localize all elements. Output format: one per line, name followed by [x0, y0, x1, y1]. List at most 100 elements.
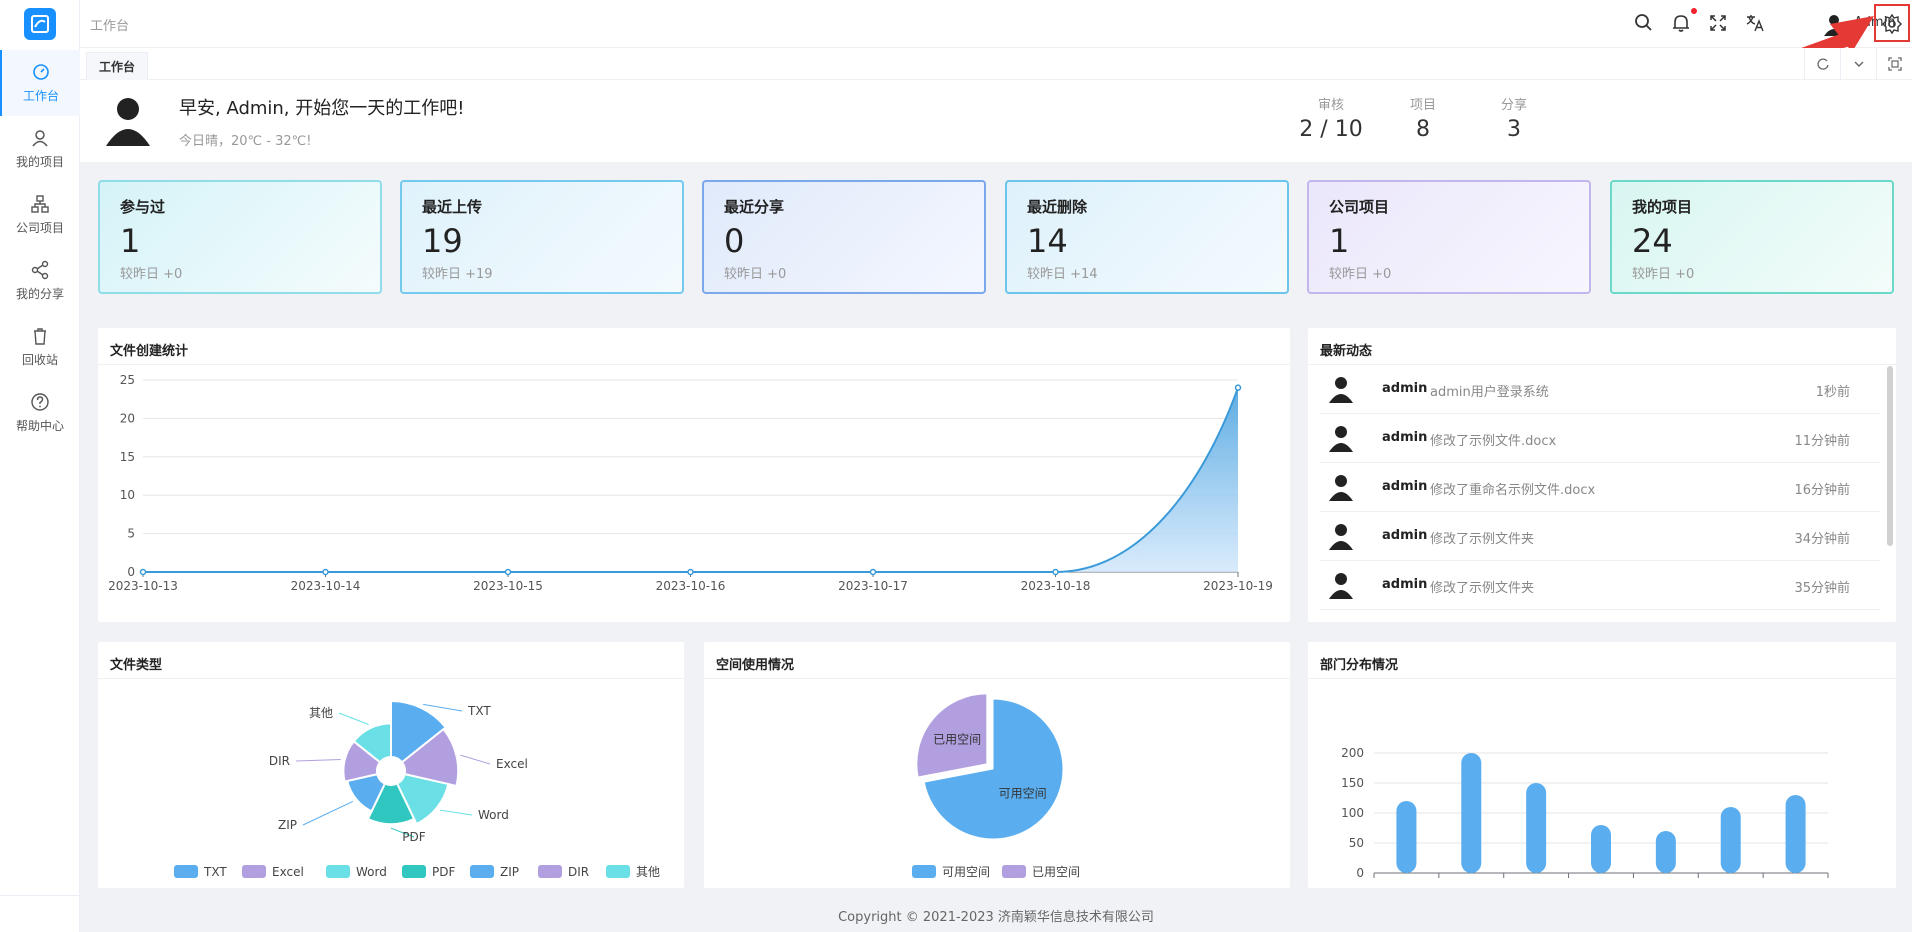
tab-dashboard[interactable]: 工作台 — [86, 52, 149, 80]
refresh-icon — [1817, 58, 1829, 70]
list-item[interactable]: admin 修改了示例文件夹 34分钟前 — [1320, 512, 1880, 561]
kpi-title: 最近删除 — [1027, 198, 1088, 216]
stat-label: 审核 — [1317, 98, 1344, 113]
sidebar-item-company-projects[interactable]: 公司项目 — [0, 182, 80, 248]
file-types-chart: TXT Excel Word PDF ZIP DIR 其他 TXT Excel Word PDF ZI… — [174, 699, 660, 879]
bar — [1785, 795, 1806, 873]
sidebar-item-recycle-bin[interactable]: 回收站 — [0, 314, 80, 380]
list-item[interactable]: admin admin用户登录系统 1秒前 — [1320, 365, 1880, 414]
app-logo[interactable] — [24, 8, 56, 40]
divider — [98, 364, 1290, 365]
data-point — [504, 568, 512, 576]
panel-title: 最新动态 — [1320, 344, 1373, 359]
legend-label: PDF — [432, 865, 455, 879]
sidebar-item-dashboard[interactable]: 工作台 — [0, 50, 80, 116]
kpi-value: 1 — [120, 222, 141, 260]
bar — [1526, 783, 1547, 873]
file-stats-chart: 0 5 10 15 20 25 2023-10-13 2023-10-14 2023-10-15… — [108, 373, 1273, 593]
list-item[interactable]: admin 修改了示例文件.docx 11分钟前 — [1320, 414, 1880, 463]
activity-scrollbar[interactable] — [1887, 366, 1893, 546]
sidebar-item-help-center[interactable]: 帮助中心 — [0, 380, 80, 446]
legend-label: ZIP — [500, 865, 519, 879]
gear-icon[interactable] — [1881, 13, 1903, 35]
bar — [1720, 807, 1741, 873]
activity-user: admin — [1382, 430, 1428, 445]
y-tick-label: 50 — [1349, 836, 1364, 850]
trash-icon — [34, 328, 46, 345]
activity-message: 修改了示例文件夹 — [1430, 532, 1535, 547]
data-point — [1052, 568, 1059, 576]
slice-label: PDF — [402, 830, 425, 844]
list-item[interactable]: admin 修改了重命名示例文件.docx 16分钟前 — [1320, 463, 1880, 512]
y-tick-label: 100 — [1341, 806, 1364, 820]
activity-time: 35分钟前 — [1794, 581, 1850, 596]
refresh-tab-button[interactable] — [1804, 48, 1840, 80]
data-point — [322, 568, 329, 576]
activity-panel: 最新动态 admin admin用户登录系统 1秒前 — [1308, 328, 1896, 622]
label-leader-line — [295, 759, 341, 762]
legend-label: Excel — [272, 865, 304, 879]
label-leader-line — [440, 809, 473, 816]
area-fill — [143, 387, 1238, 572]
kpi-value: 1 — [1329, 222, 1350, 260]
avatar — [1329, 426, 1353, 452]
help-icon — [31, 393, 49, 411]
avatar — [1329, 377, 1353, 403]
sidebar-item-my-projects[interactable]: 我的项目 — [0, 116, 80, 182]
sidebar-item-my-shares[interactable]: 我的分享 — [0, 248, 80, 314]
footer-copyright: Copyright © 2021-2023 济南颖华信息技术有限公司 — [838, 910, 1154, 925]
settings-highlight-box — [1874, 4, 1910, 42]
share-icon — [31, 260, 49, 280]
x-tick-label: 2023-10-14 — [291, 579, 361, 593]
label-leader-line — [302, 800, 354, 826]
activity-time: 1秒前 — [1815, 385, 1850, 400]
search-icon[interactable] — [1633, 12, 1655, 34]
legend-label: TXT — [203, 865, 227, 879]
y-tick-label: 0 — [127, 565, 135, 579]
label-leader-line — [338, 712, 369, 725]
activity-message: 修改了重命名示例文件.docx — [1430, 483, 1596, 498]
x-tick-label: 2023-10-13 — [108, 579, 178, 593]
kpi-card-recent-uploads[interactable]: 最近上传 19 较昨日 +19 — [400, 180, 684, 294]
activity-user: admin — [1382, 381, 1428, 396]
kpi-value: 0 — [724, 222, 745, 260]
kpi-delta: 较昨日 +0 — [120, 267, 183, 282]
kpi-card-my-projects[interactable]: 我的项目 24 较昨日 +0 — [1610, 180, 1894, 294]
kpi-card-participated[interactable]: 参与过 1 较昨日 +0 — [98, 180, 382, 294]
legend-swatch — [1002, 865, 1026, 878]
tab-dropdown-button[interactable] — [1840, 48, 1876, 80]
slice-label: ZIP — [278, 818, 297, 832]
translate-icon[interactable] — [1744, 12, 1766, 34]
legend-swatch — [402, 865, 426, 878]
fullscreen-icon[interactable] — [1707, 12, 1729, 34]
y-tick-label: 150 — [1341, 776, 1364, 790]
panel-title: 部门分布情况 — [1320, 658, 1399, 673]
avatar — [1329, 573, 1353, 599]
kpi-value: 14 — [1027, 222, 1068, 260]
bell-icon[interactable] — [1670, 12, 1692, 34]
label-leader-line — [460, 754, 491, 765]
legend-label: 已用空间 — [1032, 865, 1080, 879]
breadcrumb[interactable]: 工作台 — [90, 19, 130, 34]
divider — [704, 678, 1290, 679]
activity-user: admin — [1382, 528, 1428, 543]
activity-time: 11分钟前 — [1794, 434, 1850, 449]
maximize-content-button[interactable] — [1876, 48, 1912, 80]
y-tick-label: 0 — [1356, 866, 1364, 880]
sidebar-item-label: 我的项目 — [15, 155, 64, 169]
divider — [1308, 678, 1896, 679]
list-item[interactable]: admin 修改了示例文件夹 35分钟前 — [1320, 561, 1880, 610]
legend-swatch — [912, 865, 936, 878]
kpi-card-company-projects[interactable]: 公司项目 1 较昨日 +0 — [1307, 180, 1591, 294]
kpi-delta: 较昨日 +0 — [1329, 267, 1392, 282]
y-tick-label: 25 — [120, 373, 135, 387]
weather-text: 今日晴，20℃ - 32℃! — [179, 134, 312, 149]
stat-value: 8 — [1416, 117, 1430, 142]
kpi-card-recent-deletes[interactable]: 最近删除 14 较昨日 +14 — [1005, 180, 1289, 294]
kpi-title: 参与过 — [120, 198, 166, 216]
kpi-card-recent-shares[interactable]: 最近分享 0 较昨日 +0 — [702, 180, 986, 294]
chevron-down-icon — [1854, 61, 1864, 67]
sidebar-item-label: 工作台 — [22, 89, 59, 103]
legend-swatch — [606, 865, 630, 878]
